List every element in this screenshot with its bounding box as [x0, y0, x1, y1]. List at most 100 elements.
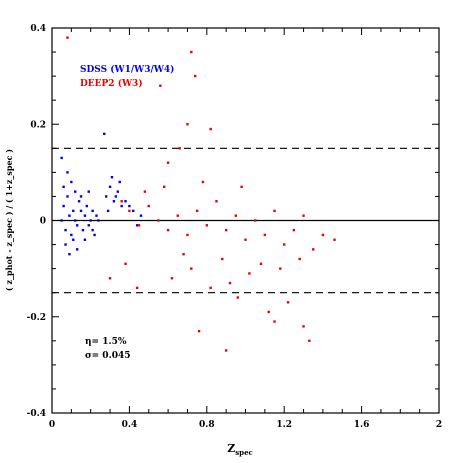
data-point-sdss — [62, 204, 65, 208]
data-point-deep2 — [244, 238, 247, 241]
data-point-deep2 — [234, 214, 238, 217]
y-tick-labels: -0.4 -0.2 0 0.2 0.4 — [27, 24, 46, 419]
y-tick-label: -0.4 — [27, 409, 46, 419]
data-point-deep2 — [205, 224, 208, 227]
data-point-sdss — [104, 195, 108, 198]
data-point-sdss — [91, 209, 94, 213]
data-point-deep2 — [182, 252, 185, 256]
data-point-deep2 — [147, 204, 150, 208]
data-point-deep2 — [166, 161, 170, 164]
data-point-deep2 — [236, 296, 239, 299]
data-point-deep2 — [157, 219, 160, 222]
data-points — [60, 36, 336, 352]
data-point-deep2 — [267, 310, 270, 314]
y-axis-label: ( z_phot - z_spec ) / ( 1+z_spec ) — [4, 149, 14, 291]
data-point-deep2 — [176, 214, 179, 217]
data-point-sdss — [74, 219, 77, 222]
legend-entry-sdss: SDSS (W1/W3/W4) — [80, 64, 174, 75]
data-point-deep2 — [273, 209, 276, 213]
data-point-sdss — [83, 214, 87, 217]
data-point-deep2 — [253, 219, 257, 222]
legend-entry-deep2: DEEP2 (W3) — [80, 78, 143, 89]
data-point-sdss — [79, 209, 83, 213]
data-point-deep2 — [143, 190, 147, 193]
data-point-sdss — [120, 204, 123, 208]
data-point-deep2 — [286, 301, 290, 304]
data-point-deep2 — [128, 209, 131, 213]
data-point-sdss — [118, 180, 121, 184]
axis-ticks — [51, 27, 440, 414]
data-point-deep2 — [224, 349, 228, 352]
x-tick-label: 0.8 — [199, 420, 215, 430]
data-point-sdss — [74, 190, 77, 193]
data-point-sdss — [93, 233, 96, 237]
data-point-sdss — [79, 195, 83, 198]
data-point-sdss — [68, 252, 71, 256]
data-point-deep2 — [66, 36, 69, 39]
data-point-sdss — [70, 233, 73, 237]
data-point-sdss — [68, 214, 71, 217]
data-point-deep2 — [137, 224, 141, 227]
x-tick-label: 2 — [436, 420, 442, 430]
stat-eta: η= 1.5% — [85, 337, 127, 347]
data-point-deep2 — [193, 74, 197, 78]
data-point-sdss — [97, 219, 100, 222]
data-point-sdss — [64, 228, 67, 232]
data-point-deep2 — [201, 180, 205, 184]
data-point-sdss — [108, 185, 112, 189]
data-point-deep2 — [166, 228, 170, 232]
data-point-sdss — [110, 175, 114, 179]
data-point-sdss — [116, 190, 119, 193]
data-point-sdss — [75, 224, 79, 227]
data-point-deep2 — [159, 84, 162, 87]
data-point-deep2 — [302, 214, 305, 217]
data-point-sdss — [64, 243, 67, 246]
data-point-deep2 — [298, 257, 301, 261]
data-point-sdss — [112, 200, 116, 203]
data-point-sdss — [66, 171, 69, 174]
data-point-deep2 — [215, 200, 218, 203]
data-point-deep2 — [178, 147, 181, 150]
data-point-sdss — [66, 195, 69, 198]
data-point-deep2 — [333, 238, 336, 241]
data-point-deep2 — [170, 277, 174, 280]
data-point-deep2 — [120, 200, 123, 203]
data-point-deep2 — [259, 262, 263, 266]
data-point-deep2 — [190, 267, 193, 270]
data-point-sdss — [135, 224, 139, 227]
data-point-sdss — [128, 204, 131, 208]
data-point-deep2 — [209, 127, 212, 131]
data-point-deep2 — [209, 286, 212, 290]
data-point-deep2 — [221, 257, 224, 261]
data-point-deep2 — [302, 325, 305, 328]
y-tick-label: 0.4 — [30, 24, 46, 34]
data-point-sdss — [106, 209, 110, 213]
data-point-sdss — [70, 180, 73, 184]
data-point-deep2 — [279, 267, 282, 270]
data-point-sdss — [75, 248, 79, 251]
y-tick-label: 0.2 — [30, 120, 46, 130]
data-point-deep2 — [186, 233, 189, 237]
data-point-sdss — [72, 238, 75, 241]
y-tick-label: -0.2 — [27, 313, 46, 323]
data-point-deep2 — [186, 123, 189, 126]
y-tick-label: 0 — [40, 217, 46, 227]
data-point-deep2 — [224, 228, 228, 232]
x-tick-label: 0.4 — [122, 420, 138, 430]
data-point-sdss — [87, 224, 90, 227]
x-tick-label: 1.2 — [276, 420, 292, 430]
data-point-deep2 — [273, 320, 276, 323]
data-point-deep2 — [248, 272, 251, 275]
data-point-deep2 — [240, 185, 243, 189]
data-point-sdss — [124, 200, 127, 203]
x-tick-label: 0 — [49, 420, 55, 430]
data-point-deep2 — [135, 286, 139, 290]
x-axis-label: Zspec — [227, 442, 253, 457]
data-point-sdss — [81, 228, 85, 232]
data-point-sdss — [114, 195, 118, 198]
data-point-sdss — [83, 238, 87, 241]
data-point-sdss — [132, 209, 135, 213]
data-point-deep2 — [312, 248, 315, 251]
data-point-deep2 — [292, 228, 296, 232]
